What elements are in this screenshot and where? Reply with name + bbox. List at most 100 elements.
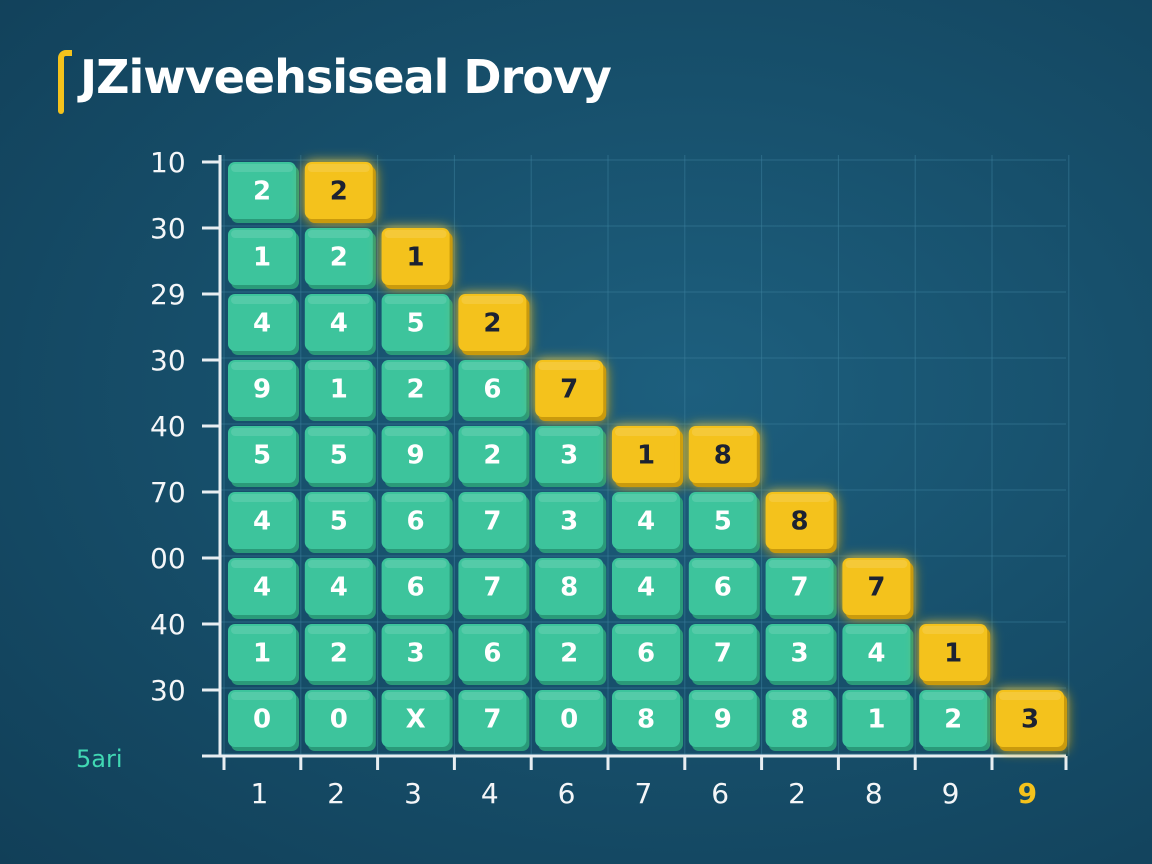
cell-face (919, 690, 988, 747)
cell-sheen (461, 494, 524, 502)
cell-value: 4 (253, 309, 271, 339)
cell-value: 5 (407, 309, 425, 339)
cell-value: 7 (560, 375, 578, 405)
cell-sheen (231, 494, 293, 502)
cell-face (458, 360, 527, 417)
cell-sheen (538, 494, 601, 502)
cell-sheen (384, 494, 447, 502)
cell-value: 1 (253, 243, 271, 273)
cell-value: 7 (483, 705, 501, 735)
cell-sheen (615, 560, 677, 568)
heatmap-cell: 5 (304, 492, 376, 553)
cell-value: 1 (867, 705, 885, 735)
cell-face (458, 294, 527, 351)
x-tick-label: 6 (558, 777, 576, 810)
x-tick-label: 4 (481, 777, 499, 810)
cell-value: 1 (253, 639, 271, 669)
cell-sheen (307, 626, 370, 634)
cell-value: 7 (791, 573, 809, 603)
cell-face (842, 624, 911, 681)
y-tick-label: 30 (150, 674, 186, 707)
cell-value: 3 (560, 441, 578, 471)
heatmap-cell: 3 (765, 624, 837, 685)
heatmap-cell: 5 (228, 426, 299, 487)
cell-face (228, 360, 296, 417)
x-tick-label: 8 (865, 777, 883, 810)
heatmap-cell: 7 (458, 492, 530, 553)
cell-face (688, 558, 757, 615)
cell-face (304, 624, 373, 681)
heatmap-cell: 2 (381, 360, 453, 421)
cell-value: 2 (330, 243, 348, 273)
cell-face (228, 426, 296, 483)
cell-face (304, 294, 373, 351)
heatmap-cell: 8 (765, 690, 837, 751)
cell-face (381, 690, 450, 747)
heatmap-cell: 0 (535, 690, 607, 751)
cell-value: 1 (407, 243, 425, 273)
cell-face (612, 426, 680, 483)
cell-value: 4 (637, 507, 655, 537)
cell-face (458, 558, 527, 615)
cell-sheen (691, 428, 754, 436)
cell-value: 3 (407, 639, 425, 669)
cell-sheen (845, 692, 908, 700)
heatmap-cell-highlight: 7 (535, 360, 607, 421)
heatmap-cell: 6 (612, 624, 683, 685)
heatmap-cell: 9 (688, 690, 760, 751)
cell-face (842, 558, 911, 615)
heatmap-cell: 2 (458, 426, 530, 487)
cell-face (458, 426, 527, 483)
heatmap-cell: 2 (304, 624, 376, 685)
cell-sheen (307, 560, 370, 568)
cell-value: 0 (330, 705, 348, 735)
cell-sheen (538, 362, 601, 370)
heatmap-cell: 0 (228, 690, 299, 751)
cell-sheen (538, 692, 601, 700)
cell-value: 2 (330, 639, 348, 669)
cell-face (381, 426, 450, 483)
cell-face (535, 426, 604, 483)
cell-value: 0 (253, 705, 271, 735)
cell-value: 5 (714, 507, 732, 537)
heatmap-cell: 4 (842, 624, 914, 685)
cell-value: 6 (714, 573, 732, 603)
y-tick-label: 10 (150, 146, 186, 179)
x-tick-label: 6 (711, 777, 729, 810)
cell-value: 1 (944, 639, 962, 669)
cell-sheen (691, 560, 754, 568)
cell-sheen (231, 560, 293, 568)
cell-value: 5 (330, 507, 348, 537)
cell-value: 6 (407, 573, 425, 603)
heatmap-cell-highlight: 8 (765, 492, 837, 553)
cell-sheen (615, 692, 677, 700)
heatmap-cell: 4 (304, 558, 376, 619)
cell-sheen (307, 296, 370, 304)
y-tick-label: 30 (150, 212, 186, 245)
cell-face (381, 360, 450, 417)
cell-sheen (307, 494, 370, 502)
heatmap-cell: 9 (228, 360, 299, 421)
cell-sheen (231, 296, 293, 304)
cell-value: 1 (637, 441, 655, 471)
cell-value: 9 (253, 375, 271, 405)
cell-sheen (845, 560, 908, 568)
x-tick-label: 1 (250, 777, 268, 810)
cell-sheen (768, 692, 831, 700)
cell-value: 7 (867, 573, 885, 603)
cell-value: 4 (253, 573, 271, 603)
cell-face (228, 492, 296, 549)
cell-sheen (307, 164, 370, 172)
heatmap-cell: 6 (381, 558, 453, 619)
cell-sheen (384, 230, 447, 238)
cell-value: 8 (637, 705, 655, 735)
cell-value: X (406, 705, 426, 735)
cell-sheen (231, 428, 293, 436)
cell-face (919, 624, 988, 681)
cell-value: 5 (330, 441, 348, 471)
heatmap-cell: 5 (304, 426, 376, 487)
cell-value: 7 (714, 639, 732, 669)
cell-sheen (768, 626, 831, 634)
cell-value: 7 (483, 573, 501, 603)
